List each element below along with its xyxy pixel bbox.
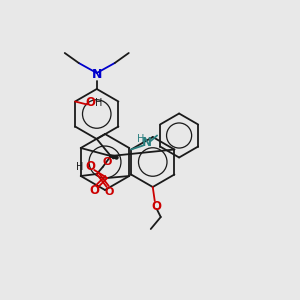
Text: O: O [152, 200, 162, 212]
Text: N: N [92, 68, 102, 82]
Text: N: N [142, 136, 152, 149]
Text: H: H [76, 162, 83, 172]
Text: O: O [89, 184, 99, 197]
Text: O: O [102, 157, 111, 167]
Text: O: O [104, 187, 113, 197]
Text: H: H [95, 98, 103, 107]
Text: H: H [137, 134, 145, 143]
Text: O: O [85, 160, 95, 173]
Text: O: O [85, 96, 95, 109]
